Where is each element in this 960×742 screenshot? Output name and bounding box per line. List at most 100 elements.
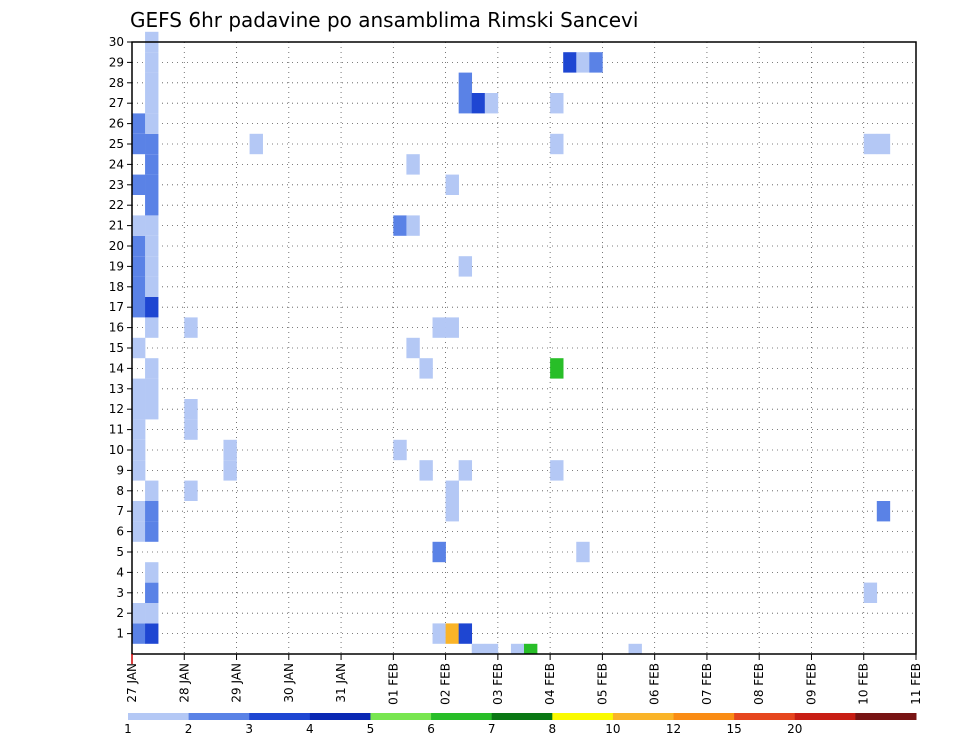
x-tick-label: 30 JAN <box>282 663 296 703</box>
x-tick-label: 10 FEB <box>857 663 871 705</box>
y-tick-label: 27 <box>109 96 124 110</box>
heatmap-cell <box>132 439 146 461</box>
colorbar-swatch <box>794 713 856 720</box>
heatmap-cell <box>406 215 420 236</box>
heatmap-cell <box>445 623 459 644</box>
heatmap-cell <box>145 521 159 542</box>
heatmap-cell <box>132 215 146 236</box>
y-tick-label: 18 <box>109 280 124 294</box>
heatmap-cell <box>145 603 159 624</box>
heatmap-cell <box>145 358 159 379</box>
colorbar-swatch <box>612 713 675 720</box>
y-tick-label: 4 <box>116 565 124 579</box>
colorbar-label: 10 <box>605 722 620 736</box>
colorbar-swatch <box>734 713 796 720</box>
y-tick-label: 6 <box>116 525 124 539</box>
colorbar-label: 15 <box>727 722 742 736</box>
heatmap-cell <box>132 501 146 522</box>
heatmap-cell <box>145 113 159 134</box>
heatmap-cell <box>132 399 146 420</box>
heatmap-cell <box>419 358 433 379</box>
heatmap-cell <box>445 317 459 338</box>
heatmap-cell <box>432 623 446 644</box>
heatmap-cell <box>132 623 146 644</box>
colorbar-label: 3 <box>245 722 253 736</box>
y-tick-label: 13 <box>109 382 124 396</box>
heatmap-cell <box>132 174 146 195</box>
heatmap-cells <box>132 31 891 654</box>
heatmap-cell <box>393 215 407 236</box>
heatmap-cell <box>184 419 198 440</box>
colorbar-swatch <box>309 713 371 720</box>
heatmap-cell <box>589 52 603 73</box>
heatmap-cell <box>510 643 525 654</box>
heatmap-cell <box>145 317 159 338</box>
heatmap-cell <box>445 501 459 522</box>
colorbar-label: 8 <box>548 722 556 736</box>
heatmap-cell <box>432 541 446 563</box>
colorbar-label: 2 <box>185 722 193 736</box>
colorbar-legend: 1 2 3 4 5 6 7 8 10 12 15 20 <box>124 713 917 736</box>
colorbar-label: 1 <box>124 722 132 736</box>
y-tick-label: 19 <box>109 259 124 273</box>
x-tick-label: 31 JAN <box>334 663 348 703</box>
heatmap-cell <box>145 195 159 216</box>
chart-title: GEFS 6hr padavine po ansamblima Rimski S… <box>130 8 638 32</box>
x-tick-label: 04 FEB <box>543 663 557 705</box>
x-tick-label: 08 FEB <box>752 663 766 705</box>
x-tick-label: 01 FEB <box>386 663 400 705</box>
y-tick-label: 15 <box>109 341 124 355</box>
y-tick-label: 9 <box>116 463 124 477</box>
heatmap-cell <box>145 582 159 603</box>
heatmap-cell <box>876 133 891 155</box>
colorbar-label: 6 <box>427 722 435 736</box>
y-tick-label: 26 <box>109 117 124 131</box>
heatmap-cell <box>132 460 146 481</box>
heatmap-cell <box>576 52 590 73</box>
heatmap-cell <box>132 297 146 318</box>
heatmap-cell <box>132 419 146 440</box>
x-tick-label: 03 FEB <box>491 663 505 705</box>
heatmap-cell <box>184 317 198 338</box>
heatmap-cell <box>863 133 878 155</box>
heatmap-cell <box>471 643 486 654</box>
colorbar-label: 4 <box>306 722 314 736</box>
heatmap-cell <box>132 235 146 257</box>
heatmap-cell <box>132 337 146 359</box>
heatmap-cell <box>550 460 564 481</box>
heatmap-cell <box>145 480 159 501</box>
heatmap-cell <box>458 460 473 481</box>
heatmap-cell <box>145 378 159 399</box>
y-tick-label: 24 <box>109 157 124 171</box>
heatmap-cell <box>145 174 159 195</box>
heatmap-cell <box>863 582 878 603</box>
heatmap-cell <box>458 623 473 644</box>
heatmap-cell <box>458 93 473 114</box>
heatmap-cell <box>484 643 499 654</box>
colorbar-swatch <box>552 713 614 720</box>
heatmap-cell <box>445 174 459 195</box>
heatmap-cell <box>550 133 564 155</box>
heatmap-cell <box>484 93 499 114</box>
heatmap-cell <box>471 93 486 114</box>
heatmap-cell <box>393 439 407 461</box>
colorbar-swatch <box>855 713 917 720</box>
y-tick-label: 8 <box>116 484 124 498</box>
x-tick-label: 11 FEB <box>909 663 923 705</box>
colorbar-swatch <box>128 713 190 720</box>
heatmap-cell <box>550 358 564 379</box>
heatmap-cell <box>145 297 159 318</box>
heatmap-cell <box>145 399 159 420</box>
heatmap-cell <box>628 643 642 654</box>
y-tick-label: 17 <box>109 300 124 314</box>
heatmap-cell <box>458 72 473 93</box>
x-tick-label: 27 JAN <box>125 663 139 703</box>
colorbar-label: 5 <box>367 722 375 736</box>
heatmap-cell <box>432 317 446 338</box>
heatmap-cell <box>184 399 198 420</box>
x-axis-ticks: 27 JAN 28 JAN 29 JAN 30 JAN 31 JAN 01 FEB 02 F… <box>125 654 923 705</box>
heatmap-cell <box>550 93 564 114</box>
heatmap-cell <box>132 521 146 542</box>
heatmap-cell <box>524 643 538 654</box>
